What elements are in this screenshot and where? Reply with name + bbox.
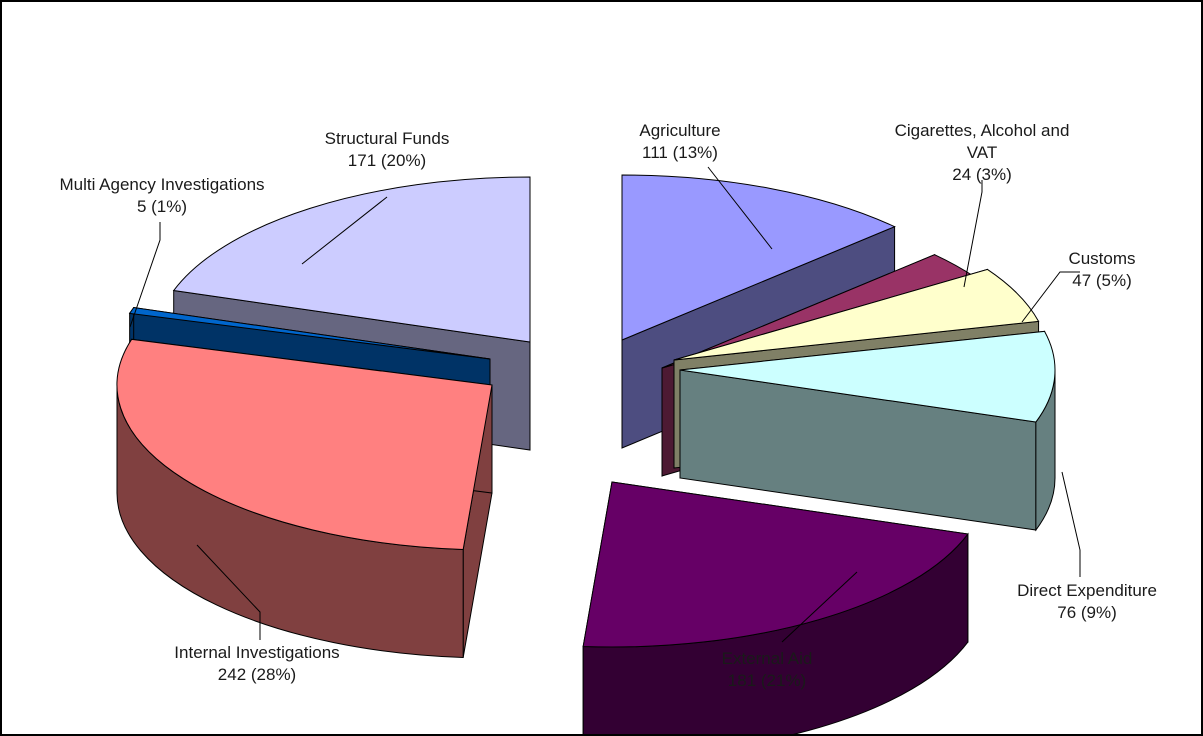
cigarettes-alcohol-and-vat-leader	[963, 180, 983, 288]
multi-agency-investigations-leader	[129, 222, 161, 328]
label-multi-agency-investigations: Multi Agency Investigations 5 (1%)	[59, 175, 265, 216]
label-internal-investigations: Internal Investigations 242 (28%)	[174, 643, 340, 684]
multi-agency-investigations-slice	[128, 307, 491, 360]
label-agriculture: Agriculture 111 (13%)	[639, 121, 721, 162]
structural-funds-slice	[172, 176, 531, 343]
external-aid-slice	[582, 481, 969, 648]
customs-leader	[1021, 271, 1080, 323]
label-cigarettes-alcohol-vat: Cigarettes, Alcohol and VAT 24 (3%)	[894, 121, 1070, 184]
label-customs: Customs 47 (5%)	[1068, 249, 1136, 290]
external-aid-leader	[781, 571, 858, 643]
label-structural-funds: Structural Funds 171 (20%)	[324, 129, 450, 170]
label-external-aid: External Aid 181 (21%)	[721, 649, 813, 690]
direct-expenditure-slice	[679, 330, 1056, 423]
internal-investigations-leader	[196, 544, 261, 640]
customs-slice	[673, 268, 1040, 361]
label-direct-expenditure: Direct Expenditure 76 (9%)	[1017, 581, 1157, 622]
structural-funds-leader	[301, 196, 388, 265]
direct-expenditure-leader	[1061, 471, 1081, 577]
agriculture-slice	[621, 174, 896, 341]
internal-investigations-slice	[116, 338, 493, 551]
agriculture-leader	[707, 166, 773, 250]
